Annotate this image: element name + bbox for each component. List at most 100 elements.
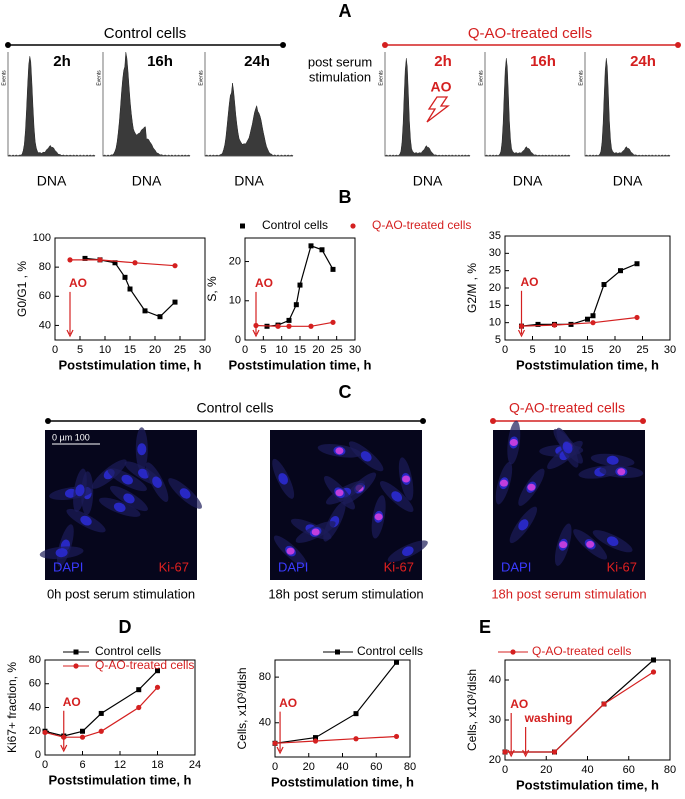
histogram-title: 24h — [630, 53, 656, 70]
data-point — [313, 735, 318, 741]
group-title: Q-AO-treated cells — [509, 400, 625, 416]
histogram-fill — [584, 58, 671, 157]
y-axis-label: Ki67+ fraction, % — [5, 662, 19, 753]
data-point — [394, 659, 399, 665]
data-point — [122, 274, 128, 280]
data-point — [73, 663, 79, 669]
nucleus — [562, 441, 573, 454]
group-title: Control cells — [104, 25, 187, 42]
series-line — [44, 686, 158, 738]
data-point — [98, 728, 104, 734]
ki67-spot — [509, 439, 518, 447]
image-caption: 18h post serum stimulation — [268, 586, 423, 601]
x-tick-label: 30 — [664, 344, 676, 356]
annotation: AO — [69, 276, 87, 290]
x-tick-label: 60 — [370, 761, 382, 773]
histogram-axes — [204, 52, 293, 157]
y-axis-label: G0/G1 , % — [15, 261, 29, 317]
data-point — [73, 649, 79, 655]
histogram-xlabel: DNA — [513, 173, 543, 189]
group-title: Control cells — [196, 400, 273, 416]
stain-label: Ki-67 — [159, 559, 189, 574]
stain-label: DAPI — [501, 559, 531, 574]
nucleus — [121, 474, 133, 485]
histogram-xlabel: DNA — [37, 173, 67, 189]
group-line-end — [45, 418, 51, 424]
legend-marker — [510, 649, 516, 655]
legend-marker — [350, 223, 356, 229]
series-line — [521, 316, 638, 327]
histogram-ylabel: Events — [96, 70, 102, 86]
data-point — [634, 314, 640, 321]
histogram-fill — [204, 82, 294, 157]
group-line-end — [675, 42, 681, 48]
data-point — [293, 302, 299, 308]
x-tick-label: 25 — [636, 344, 648, 356]
x-tick-label: 0 — [502, 344, 508, 356]
x-axis-label: Poststimulation time, h — [516, 357, 659, 372]
nucleus — [80, 515, 92, 526]
x-axis-label: Poststimulation time, h — [271, 774, 414, 789]
x-tick-label: 20 — [312, 344, 324, 356]
data-point — [353, 736, 359, 742]
histogram-axes — [484, 52, 570, 157]
nucleus — [113, 502, 126, 513]
y-tick-label: 20 — [489, 754, 501, 766]
x-tick-label: 80 — [404, 761, 416, 773]
nucleus — [606, 455, 619, 465]
annotation-arrowhead — [252, 329, 260, 338]
legend-label: Q-AO-treated cells — [372, 218, 471, 232]
nucleus — [55, 548, 68, 558]
nucleus — [606, 536, 619, 547]
x-tick-label: 12 — [114, 759, 126, 771]
ki67-spot — [286, 547, 295, 555]
annotation-arrowhead — [517, 329, 526, 338]
histogram-ylabel: Events — [1, 70, 7, 86]
annotation-arrowhead — [66, 329, 74, 338]
nucleus — [179, 488, 191, 499]
annotation: washing — [524, 711, 573, 725]
nucleus — [402, 546, 414, 557]
data-point — [551, 322, 558, 328]
legend-label: Control cells — [357, 644, 423, 658]
data-point — [142, 308, 148, 314]
y-axis-label: Cells, x10³/dish — [235, 667, 249, 749]
ki67-spot — [311, 528, 320, 536]
group-line-end — [490, 418, 496, 424]
annotation: AO — [279, 696, 297, 710]
legend-label: Q-AO-treated cells — [532, 644, 631, 658]
y-tick-label: 100 — [33, 232, 51, 244]
data-point — [112, 260, 118, 266]
data-point — [551, 749, 558, 755]
y-tick-label: 40 — [489, 674, 501, 686]
y-tick-label: 80 — [39, 261, 51, 273]
histogram-axes — [7, 52, 95, 157]
stain-label: DAPI — [53, 559, 83, 574]
image-caption: 0h post serum stimulation — [47, 586, 195, 601]
x-tick-label: 20 — [149, 344, 161, 356]
data-point — [601, 701, 607, 707]
x-tick-label: 25 — [174, 344, 186, 356]
histogram-xlabel: DNA — [132, 173, 162, 189]
middle-label: stimulation — [309, 69, 371, 84]
nucleus — [137, 443, 147, 456]
group-line-end — [420, 418, 426, 424]
y-tick-label: 60 — [29, 678, 41, 690]
histogram-xlabel: DNA — [234, 173, 264, 189]
x-tick-label: 15 — [124, 344, 136, 356]
ki67-spot — [586, 540, 595, 548]
x-tick-label: 30 — [199, 344, 211, 356]
data-point — [650, 669, 657, 675]
panel-letter: E — [479, 617, 491, 637]
legend-label: Control cells — [95, 644, 161, 658]
legend-label: Q-AO-treated cells — [95, 658, 194, 672]
x-tick-label: 0 — [242, 344, 248, 356]
histogram-axes — [102, 52, 190, 157]
data-point — [651, 657, 656, 663]
data-point — [157, 314, 163, 320]
histogram-xlabel: DNA — [413, 173, 443, 189]
data-point — [132, 260, 138, 266]
histogram-axes — [384, 52, 470, 157]
nucleus — [75, 484, 85, 497]
